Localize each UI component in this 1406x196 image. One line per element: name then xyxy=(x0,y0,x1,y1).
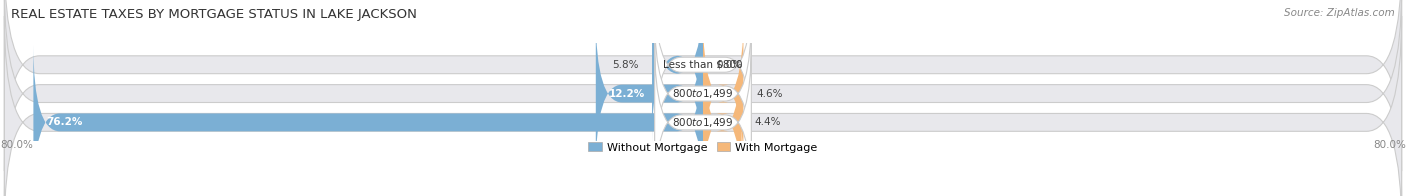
FancyBboxPatch shape xyxy=(652,0,703,142)
Text: 4.6%: 4.6% xyxy=(756,89,783,99)
Text: Less than $800: Less than $800 xyxy=(664,60,742,70)
FancyBboxPatch shape xyxy=(655,0,751,144)
Text: 12.2%: 12.2% xyxy=(609,89,645,99)
Text: 4.4%: 4.4% xyxy=(755,117,782,127)
FancyBboxPatch shape xyxy=(703,45,742,196)
FancyBboxPatch shape xyxy=(655,43,751,196)
FancyBboxPatch shape xyxy=(4,0,1402,196)
FancyBboxPatch shape xyxy=(4,0,1402,171)
Text: $800 to $1,499: $800 to $1,499 xyxy=(672,116,734,129)
FancyBboxPatch shape xyxy=(655,15,751,172)
Text: 76.2%: 76.2% xyxy=(46,117,83,127)
FancyBboxPatch shape xyxy=(703,16,744,171)
Legend: Without Mortgage, With Mortgage: Without Mortgage, With Mortgage xyxy=(583,138,823,157)
Text: $800 to $1,499: $800 to $1,499 xyxy=(672,87,734,100)
Text: 80.0%: 80.0% xyxy=(1374,140,1406,150)
FancyBboxPatch shape xyxy=(596,16,703,171)
Text: 0.0%: 0.0% xyxy=(716,60,742,70)
Text: 80.0%: 80.0% xyxy=(0,140,32,150)
Text: 5.8%: 5.8% xyxy=(613,60,638,70)
FancyBboxPatch shape xyxy=(4,16,1402,196)
Text: REAL ESTATE TAXES BY MORTGAGE STATUS IN LAKE JACKSON: REAL ESTATE TAXES BY MORTGAGE STATUS IN … xyxy=(11,8,418,21)
FancyBboxPatch shape xyxy=(34,45,703,196)
Text: Source: ZipAtlas.com: Source: ZipAtlas.com xyxy=(1284,8,1395,18)
